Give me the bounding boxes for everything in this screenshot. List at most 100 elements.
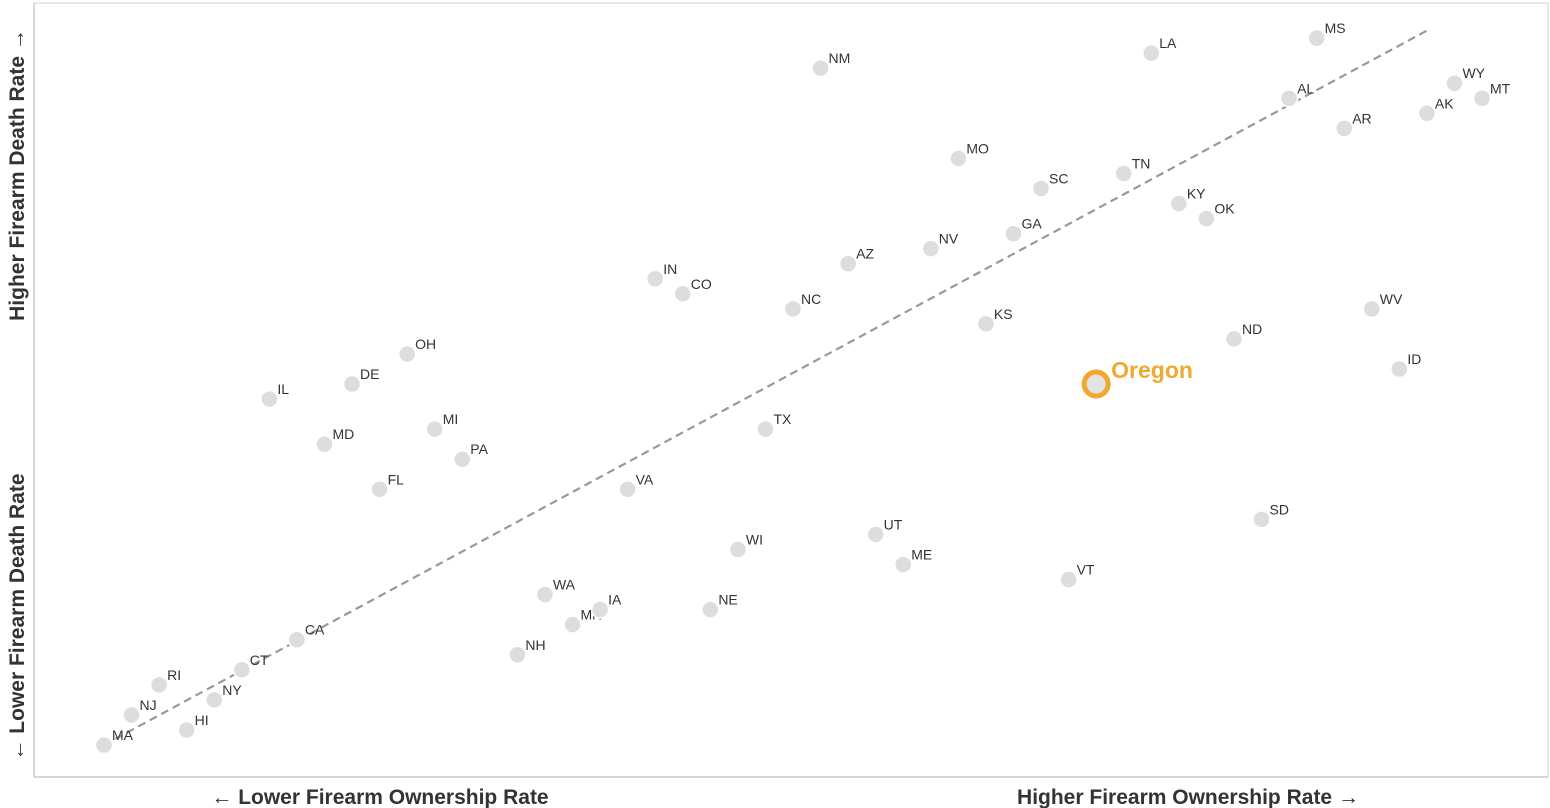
data-point-ne[interactable]: [701, 600, 720, 619]
point-label-vt: VT: [1077, 562, 1095, 578]
point-label-ct: CT: [250, 652, 269, 668]
data-point-az[interactable]: [838, 254, 858, 273]
data-point-ia[interactable]: [590, 600, 610, 619]
data-point-ct[interactable]: [232, 660, 252, 680]
data-point-ms[interactable]: [1307, 28, 1326, 48]
y-axis-label-low: ← Lower Firearm Death Rate: [6, 473, 29, 760]
data-point-ma[interactable]: [94, 735, 114, 755]
data-point-hi[interactable]: [177, 720, 196, 740]
data-point-nm[interactable]: [811, 58, 830, 78]
data-point-nj[interactable]: [122, 705, 141, 725]
point-label-nm: NM: [829, 50, 851, 66]
data-point-oregon[interactable]: [1081, 369, 1111, 399]
data-point-ar[interactable]: [1334, 119, 1354, 138]
trend-line: [103, 29, 1428, 746]
data-point-il[interactable]: [260, 389, 279, 409]
point-label-tx: TX: [773, 411, 792, 427]
point-label-ok: OK: [1214, 201, 1235, 217]
point-label-mo: MO: [966, 140, 989, 156]
data-point-mt[interactable]: [1472, 89, 1492, 108]
point-label-sd: SD: [1270, 501, 1289, 517]
point-label-nj: NJ: [140, 697, 157, 713]
data-point-nv[interactable]: [921, 239, 941, 258]
point-label-ut: UT: [884, 516, 903, 532]
point-label-ky: KY: [1187, 186, 1206, 202]
data-point-nc[interactable]: [783, 299, 803, 319]
point-label-wa: WA: [553, 577, 576, 593]
data-point-wy[interactable]: [1445, 73, 1464, 93]
data-point-nd[interactable]: [1224, 329, 1244, 349]
point-label-nh: NH: [525, 637, 545, 653]
data-point-vt[interactable]: [1059, 570, 1078, 589]
point-label-de: DE: [360, 366, 379, 382]
data-point-id[interactable]: [1390, 359, 1409, 379]
data-point-fl[interactable]: [370, 480, 389, 499]
point-label-oregon: Oregon: [1111, 357, 1193, 383]
data-point-va[interactable]: [618, 480, 637, 499]
data-point-wa[interactable]: [535, 585, 555, 604]
point-label-va: VA: [636, 471, 654, 487]
point-label-sc: SC: [1049, 171, 1068, 187]
point-label-ga: GA: [1021, 216, 1042, 232]
data-point-tx[interactable]: [756, 419, 775, 439]
data-point-ky[interactable]: [1169, 194, 1189, 213]
data-point-ca[interactable]: [287, 630, 307, 649]
data-point-la[interactable]: [1142, 43, 1161, 63]
point-label-ak: AK: [1435, 95, 1454, 111]
point-label-ar: AR: [1352, 110, 1371, 126]
point-label-ne: NE: [718, 592, 737, 608]
data-point-in[interactable]: [645, 269, 665, 289]
point-label-co: CO: [691, 276, 712, 292]
data-point-me[interactable]: [893, 555, 913, 574]
point-label-nc: NC: [801, 291, 821, 307]
data-point-ak[interactable]: [1417, 104, 1437, 123]
x-axis-label-high: Higher Firearm Ownership Rate →: [1017, 786, 1359, 808]
data-point-al[interactable]: [1279, 89, 1299, 108]
point-label-ks: KS: [994, 306, 1013, 322]
data-point-sc[interactable]: [1031, 179, 1051, 198]
data-point-de[interactable]: [342, 374, 362, 394]
data-point-sd[interactable]: [1252, 510, 1271, 529]
data-point-mn[interactable]: [563, 615, 582, 634]
data-point-ga[interactable]: [1004, 224, 1023, 243]
point-label-nv: NV: [939, 231, 959, 247]
data-point-ks[interactable]: [976, 314, 996, 334]
data-point-md[interactable]: [315, 434, 334, 454]
point-label-ca: CA: [305, 622, 325, 638]
data-point-ok[interactable]: [1197, 209, 1216, 228]
point-label-in: IN: [663, 261, 677, 277]
data-point-oh[interactable]: [397, 344, 417, 364]
data-point-ny[interactable]: [204, 690, 224, 710]
y-axis-label-high: Higher Firearm Death Rate →: [6, 29, 29, 321]
point-label-wi: WI: [746, 531, 763, 547]
data-point-co[interactable]: [673, 284, 693, 304]
data-point-wv[interactable]: [1362, 299, 1382, 319]
data-point-nh[interactable]: [508, 645, 527, 665]
point-label-al: AL: [1297, 80, 1314, 96]
point-label-ma: MA: [112, 727, 134, 743]
data-point-mo[interactable]: [949, 149, 968, 168]
point-label-oh: OH: [415, 336, 436, 352]
data-point-tn[interactable]: [1114, 164, 1133, 183]
point-label-nd: ND: [1242, 321, 1262, 337]
point-label-ia: IA: [608, 592, 622, 608]
point-label-wv: WV: [1380, 291, 1403, 307]
data-point-pa[interactable]: [453, 449, 472, 469]
point-label-il: IL: [277, 381, 289, 397]
x-axis-label-low: ← Lower Firearm Ownership Rate: [211, 786, 548, 808]
data-point-mi[interactable]: [425, 419, 444, 439]
data-point-ri[interactable]: [149, 675, 169, 695]
point-label-id: ID: [1407, 351, 1421, 367]
data-point-wi[interactable]: [728, 540, 748, 559]
plot-frame: [33, 2, 1549, 778]
point-label-az: AZ: [856, 246, 874, 262]
point-label-pa: PA: [470, 441, 488, 457]
point-label-tn: TN: [1132, 155, 1151, 171]
data-point-ut[interactable]: [866, 525, 885, 544]
point-label-md: MD: [332, 426, 354, 442]
point-label-wy: WY: [1462, 65, 1485, 81]
point-label-ms: MS: [1325, 20, 1346, 36]
point-label-ny: NY: [222, 682, 242, 698]
point-label-mi: MI: [443, 411, 459, 427]
